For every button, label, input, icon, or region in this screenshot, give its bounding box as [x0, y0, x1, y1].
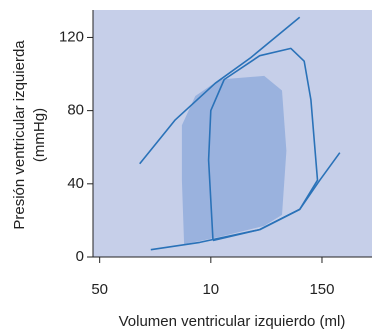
y-axis-label: Presión ventricular izquierda: [11, 40, 28, 230]
curve: [139, 16, 301, 165]
curve: [150, 152, 341, 251]
x-axis-label: Volumen ventricular izquierdo (ml): [119, 313, 346, 330]
y-tick-label: 0: [76, 248, 84, 265]
x-tick-label: 10: [202, 281, 219, 298]
x-tick-label: 150: [309, 281, 334, 298]
x-tick-label: 50: [91, 281, 108, 298]
y-axis-label: (mmHg): [31, 108, 48, 162]
y-tick-label: 80: [67, 102, 84, 119]
y-tick-label: 40: [67, 175, 84, 192]
y-tick-label: 120: [59, 28, 84, 45]
area: [181, 75, 287, 245]
